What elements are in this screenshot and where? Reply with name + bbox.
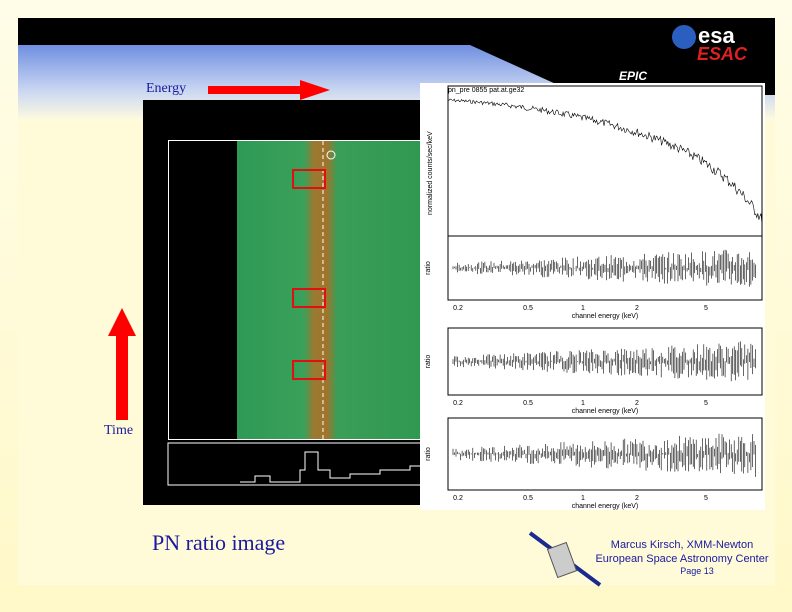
axes xyxy=(447,417,763,491)
spectrum xyxy=(447,98,763,225)
x-tick-label: 0.2 xyxy=(453,305,463,312)
esa-logo xyxy=(672,25,696,49)
x-tick-label: 0.2 xyxy=(453,495,463,502)
footer-org: European Space Astronomy Center xyxy=(595,553,768,565)
x-tick-label: 0.2 xyxy=(453,400,463,407)
roi-box xyxy=(292,360,326,380)
axes xyxy=(447,235,763,301)
x-tick-label: 2 xyxy=(635,305,639,312)
x-tick-label: 1 xyxy=(581,305,585,312)
spectrum-panel xyxy=(420,83,765,510)
time-arrow xyxy=(108,308,136,420)
roi-box xyxy=(292,288,326,308)
header-bar xyxy=(18,18,775,45)
energy-label: Energy xyxy=(146,81,186,96)
ratio-image xyxy=(237,141,429,439)
logo-top: esa xyxy=(698,23,735,48)
x-tick-label: 2 xyxy=(635,400,639,407)
x-tick-label: 0.5 xyxy=(523,400,533,407)
ratio-data xyxy=(452,341,756,382)
ratio-data xyxy=(452,249,756,287)
ratio-data xyxy=(452,433,756,477)
x-tick-label: 0.5 xyxy=(523,305,533,312)
x-tick-label: 1 xyxy=(581,400,585,407)
x-tick-label: 5 xyxy=(704,400,708,407)
ratio-label: ratio xyxy=(425,355,432,369)
footer-author: Marcus Kirsch, XMM-Newton xyxy=(611,539,753,551)
lightcurve xyxy=(240,451,430,483)
satellite-icon xyxy=(528,531,602,587)
x-tick-label: 5 xyxy=(704,495,708,502)
x-label: channel energy (keV) xyxy=(572,313,639,320)
ratio-label: ratio xyxy=(425,447,432,461)
slide-title: PN ratio image xyxy=(152,530,285,555)
header-corner xyxy=(470,45,775,95)
ratio-label: ratio xyxy=(425,261,432,275)
logo-bottom: ESAC xyxy=(697,44,748,64)
x-tick-label: 0.5 xyxy=(523,495,533,502)
marker xyxy=(326,150,336,160)
energy-arrow xyxy=(208,80,330,100)
x-tick-label: 1 xyxy=(581,495,585,502)
axes xyxy=(447,327,763,396)
x-tick-label: 5 xyxy=(704,305,708,312)
footer-page: Page 13 xyxy=(680,566,714,576)
x-label: channel energy (keV) xyxy=(572,408,639,415)
instrument: EPIC xyxy=(619,69,647,83)
time-label: Time xyxy=(104,423,133,438)
x-label: channel energy (keV) xyxy=(572,503,639,510)
y-label: normalized counts/sec/keV xyxy=(427,131,434,215)
roi-box xyxy=(292,169,326,189)
lightcurve-frame xyxy=(167,442,431,486)
x-tick-label: 2 xyxy=(635,495,639,502)
plot-title: pn_pre 0855 pat.at.ge32 xyxy=(448,87,524,94)
image-dark xyxy=(169,141,237,439)
